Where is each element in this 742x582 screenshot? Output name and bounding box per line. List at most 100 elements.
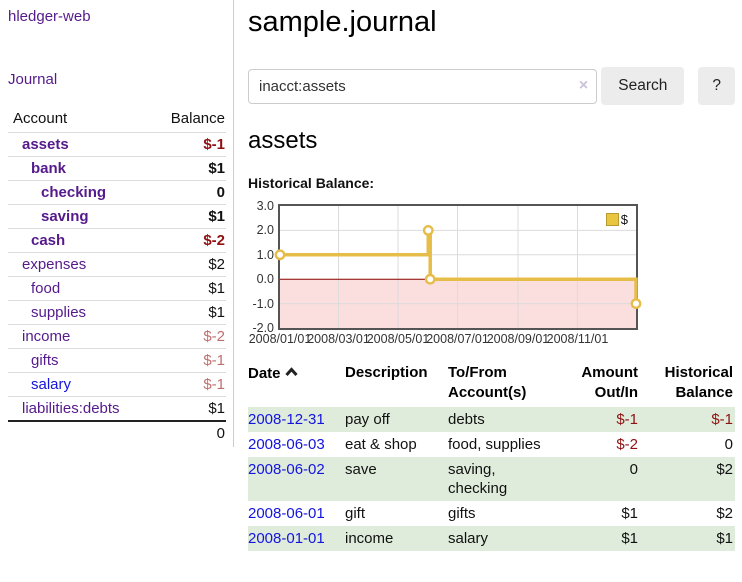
legend-swatch-icon (605, 213, 619, 226)
search-input[interactable] (248, 68, 598, 104)
x-axis-tick-label: 2008/01/01 (248, 332, 312, 346)
register-row: 2008-06-02 save saving, checking 0 $2 (248, 457, 735, 501)
clear-search-icon[interactable]: × (578, 76, 589, 94)
transaction-balance: $-1 (711, 411, 733, 428)
account-balance: $1 (208, 208, 225, 225)
account-balance: 0 (216, 184, 225, 201)
x-axis-tick-label: 2008/07/01 (426, 332, 489, 346)
search-button[interactable]: Search (601, 67, 685, 105)
transaction-balance: 0 (724, 436, 733, 453)
accounts-table: Account Balance assets $-1 bank $1 check… (8, 108, 226, 445)
account-balance: $1 (208, 160, 225, 177)
account-row-cash: cash $-2 (8, 228, 226, 252)
account-link[interactable]: saving (41, 208, 89, 225)
account-balance: $1 (208, 304, 225, 321)
y-axis-tick-label: -1.0 (252, 296, 274, 311)
accounts-total-row: 0 (8, 420, 226, 445)
transaction-accounts: gifts (448, 505, 476, 522)
historical-balance-chart: 3.0 2.0 1.0 0.0 -1.0 -2.0 $ 2008/01/01 2008/03… (248, 199, 668, 346)
account-link[interactable]: cash (31, 232, 66, 249)
account-row-expenses: expenses $2 (8, 252, 226, 276)
help-button[interactable]: ? (698, 67, 735, 105)
account-row-supplies: supplies $1 (8, 300, 226, 324)
page-title: sample.journal (248, 6, 437, 38)
sidebar-item-journal[interactable]: Journal (8, 71, 58, 88)
x-axis-tick-label: 2008/05/01 (366, 332, 430, 346)
register-row: 2008-01-01 income salary $1 $1 (248, 526, 735, 551)
transaction-date-link[interactable]: 2008-01-01 (248, 530, 325, 547)
account-row-income: income $-2 (8, 324, 226, 348)
account-row-assets: assets $-1 (8, 132, 226, 156)
y-axis-tick-label: 0.0 (256, 272, 274, 287)
accounts-column-header: To/From Account(s) (448, 364, 527, 401)
transaction-balance: $1 (716, 530, 733, 547)
account-link[interactable]: assets (22, 136, 69, 153)
x-axis-tick-label: 2008/03/01 (307, 332, 370, 346)
y-axis-tick-label: 2.0 (256, 223, 274, 238)
chart-title: Historical Balance: (248, 175, 375, 191)
app-brand-link[interactable]: hledger-web (8, 8, 91, 25)
account-row-food: food $1 (8, 276, 226, 300)
account-balance: $-2 (203, 232, 225, 249)
account-row-checking: checking 0 (8, 180, 226, 204)
y-axis-tick-label: 1.0 (256, 247, 274, 262)
account-balance: $1 (208, 400, 225, 417)
balance-column-header: Historical Balance (664, 364, 733, 401)
account-link[interactable]: salary (31, 376, 72, 393)
transaction-accounts: food, supplies (448, 436, 541, 453)
transaction-description: pay off (345, 411, 390, 428)
account-row-saving: saving $1 (8, 204, 226, 228)
account-balance: $-1 (203, 376, 225, 393)
chart-plot-area: $ (274, 204, 642, 330)
account-row-bank: bank $1 (8, 156, 226, 180)
sidebar: hledger-web Journal Account Balance asse… (0, 0, 234, 447)
account-heading: assets (248, 127, 318, 154)
transaction-description: gift (345, 505, 366, 522)
account-link[interactable]: checking (41, 184, 107, 201)
account-balance: $1 (208, 280, 225, 297)
account-column-header: Account (13, 110, 68, 127)
transaction-date-link[interactable]: 2008-12-31 (248, 411, 325, 428)
account-link[interactable]: gifts (31, 352, 59, 369)
transaction-date-link[interactable]: 2008-06-01 (248, 505, 325, 522)
transaction-amount: 0 (629, 461, 638, 478)
account-balance: $-2 (203, 328, 225, 345)
transaction-amount: $1 (621, 530, 638, 547)
register-table: Date Description To/From Account(s) Amou… (248, 361, 735, 551)
transaction-date-link[interactable]: 2008-06-02 (248, 461, 325, 478)
transaction-description: save (345, 461, 377, 478)
account-link[interactable]: food (31, 280, 61, 297)
transaction-balance: $2 (716, 505, 733, 522)
account-link[interactable]: supplies (31, 304, 87, 321)
register-row: 2008-06-03 eat & shop food, supplies $-2… (248, 432, 735, 457)
account-link[interactable]: bank (31, 160, 67, 177)
account-balance: $2 (208, 256, 225, 273)
account-link[interactable]: expenses (22, 256, 87, 273)
sort-ascending-icon (284, 363, 298, 383)
account-balance: $-1 (203, 136, 225, 153)
account-row-gifts: gifts $-1 (8, 348, 226, 372)
transaction-date-link[interactable]: 2008-06-03 (248, 436, 325, 453)
search-bar: × Search ? (248, 67, 735, 105)
register-row: 2008-12-31 pay off debts $-1 $-1 (248, 407, 735, 432)
legend-label: $ (620, 212, 628, 227)
amount-column-header: Amount Out/In (581, 364, 638, 401)
account-link[interactable]: liabilities:debts (22, 400, 120, 417)
transaction-balance: $2 (716, 461, 733, 478)
transaction-accounts: saving, checking (448, 461, 508, 497)
transaction-description: income (345, 530, 394, 547)
register-header-row: Date Description To/From Account(s) Amou… (248, 361, 735, 407)
transaction-accounts: salary (448, 530, 489, 547)
chart-legend: $ (603, 211, 630, 228)
transaction-accounts: debts (448, 411, 485, 428)
y-axis-tick-label: 3.0 (256, 199, 274, 213)
account-link[interactable]: income (22, 328, 71, 345)
register-row: 2008-06-01 gift gifts $1 $2 (248, 501, 735, 526)
account-row-liabilities-debts: liabilities:debts $1 (8, 396, 226, 420)
chart-canvas (274, 206, 642, 328)
transaction-amount: $-2 (616, 436, 638, 453)
account-balance: $-1 (203, 352, 225, 369)
accounts-table-header: Account Balance (8, 108, 226, 132)
account-row-salary: salary $-1 (8, 372, 226, 396)
date-column-header[interactable]: Date (248, 361, 345, 407)
